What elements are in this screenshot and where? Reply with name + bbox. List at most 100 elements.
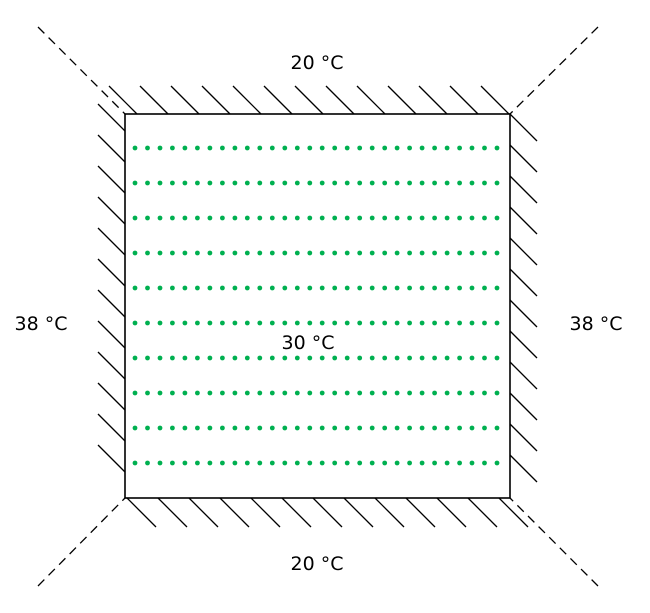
grid-dot (207, 355, 213, 361)
grid-dot (182, 320, 188, 326)
hatch-mark-right (509, 113, 538, 142)
grid-dot (307, 180, 313, 186)
hatch-mark-right (509, 268, 538, 297)
grid-dot (394, 425, 400, 431)
plate-outline (124, 113, 511, 499)
hatch-mark-left (97, 413, 126, 442)
grid-dot (444, 355, 450, 361)
grid-dot (207, 285, 213, 291)
grid-dot (344, 390, 350, 396)
grid-dot (182, 215, 188, 221)
grid-dot (469, 355, 475, 361)
grid-dot (394, 250, 400, 256)
grid-dot (170, 215, 175, 221)
grid-dot (332, 460, 338, 466)
grid-dot (369, 180, 375, 186)
grid-dot (282, 180, 288, 186)
grid-dot (357, 355, 363, 361)
grid-dot (332, 250, 338, 256)
hatch-mark-bottom (281, 497, 312, 528)
grid-dot (432, 145, 437, 151)
grid-dot (494, 355, 500, 361)
grid-dot (307, 425, 313, 431)
grid-dot (195, 320, 200, 326)
grid-dot (282, 145, 288, 151)
grid-dot (469, 180, 475, 186)
grid-dot (319, 355, 325, 361)
grid-dot (232, 355, 238, 361)
grid-dot (257, 355, 263, 361)
grid-dot (394, 215, 400, 221)
grid-dot (220, 320, 225, 326)
grid-dot (319, 320, 325, 326)
grid-dot (332, 215, 338, 221)
right-temperature-label: 38 °C (570, 313, 623, 335)
grid-dot (132, 145, 138, 151)
grid-dot (294, 215, 300, 221)
grid-dot (394, 320, 400, 326)
grid-dot (444, 425, 450, 431)
grid-dot (457, 250, 462, 256)
hatch-mark-bottom (312, 497, 343, 528)
grid-dot (195, 250, 200, 256)
hatch-bottom-boundary (126, 497, 529, 528)
grid-dot (469, 390, 475, 396)
dashed-diagonal-lines (37, 26, 599, 587)
grid-dot (232, 425, 238, 431)
grid-dot (444, 250, 450, 256)
grid-dot (432, 425, 437, 431)
grid-dot (269, 425, 275, 431)
grid-dot (294, 320, 300, 326)
grid-dot (419, 460, 425, 466)
grid-dot (357, 145, 363, 151)
grid-dot (407, 145, 412, 151)
hatch-mark-top (232, 85, 262, 115)
grid-dot (132, 460, 138, 466)
hatch-mark-bottom (467, 497, 498, 528)
grid-dot (182, 285, 188, 291)
hatch-mark-right (509, 423, 538, 452)
grid-dot (432, 285, 437, 291)
grid-dot (145, 320, 150, 326)
grid-dot (269, 355, 275, 361)
grid-dot (157, 390, 163, 396)
grid-dot (419, 355, 425, 361)
bottom-temperature-label: 20 °C (291, 553, 344, 575)
grid-dot (269, 145, 275, 151)
grid-dot (307, 355, 313, 361)
grid-dot (145, 215, 150, 221)
grid-dot (332, 180, 338, 186)
grid-dot (157, 460, 163, 466)
grid-dot (207, 390, 213, 396)
grid-dot (444, 390, 450, 396)
grid-dot (294, 250, 300, 256)
grid-dot (332, 355, 338, 361)
hatch-top-boundary (108, 85, 510, 115)
grid-dot (157, 320, 163, 326)
grid-dot (220, 215, 225, 221)
grid-dot (457, 355, 462, 361)
grid-dot (444, 285, 450, 291)
hatch-mark-top (449, 85, 479, 115)
grid-dot (282, 425, 288, 431)
grid-dot (269, 285, 275, 291)
grid-dot (145, 285, 150, 291)
grid-dot (432, 320, 437, 326)
grid-dot (344, 320, 350, 326)
grid-dot (369, 460, 375, 466)
grid-dot (344, 215, 350, 221)
grid-dot (182, 145, 188, 151)
grid-dot (157, 215, 163, 221)
grid-dot (457, 425, 462, 431)
grid-dot (257, 460, 263, 466)
grid-dot (294, 285, 300, 291)
grid-dot (145, 145, 150, 151)
hatch-right-boundary (509, 113, 538, 483)
hatch-mark-bottom (436, 497, 467, 528)
grid-dot (294, 460, 300, 466)
grid-dot (494, 215, 500, 221)
grid-dot (457, 145, 462, 151)
grid-dot (382, 215, 388, 221)
grid-dot (145, 355, 150, 361)
grid-dot (244, 250, 250, 256)
